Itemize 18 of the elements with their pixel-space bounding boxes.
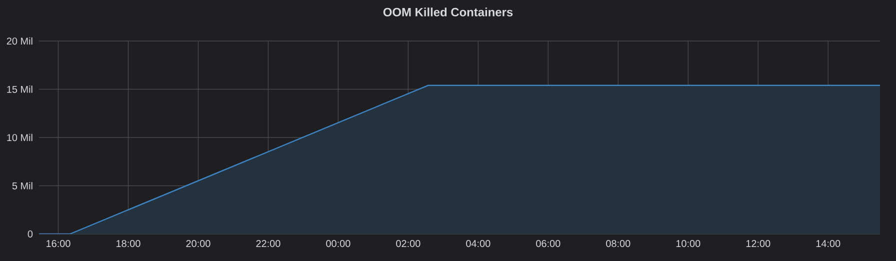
x-tick-label: 18:00: [116, 240, 140, 248]
x-tick-label: 00:00: [326, 240, 350, 248]
x-tick-label: 20:00: [186, 240, 210, 248]
x-tick-label: 14:00: [816, 240, 840, 248]
x-tick-label: 04:00: [466, 240, 490, 248]
y-tick-label: 20 Mil: [6, 37, 32, 45]
y-tick-label: 15 Mil: [7, 86, 32, 93]
y-tick-label: 0: [28, 230, 33, 238]
y-tick-label: 10 Mil: [7, 134, 32, 142]
x-tick-label: 08:00: [606, 240, 630, 248]
x-tick-label: 12:00: [746, 240, 770, 248]
x-tick-label: 02:00: [396, 240, 420, 248]
x-tick-label: 06:00: [536, 240, 560, 248]
x-tick-label: 22:00: [256, 240, 280, 248]
x-tick-label: 10:00: [676, 240, 700, 248]
x-tick-label: 16:00: [46, 240, 70, 248]
y-tick-label: 5 Mil: [12, 182, 32, 190]
chart-title: OOM Killed Containers: [383, 8, 513, 16]
